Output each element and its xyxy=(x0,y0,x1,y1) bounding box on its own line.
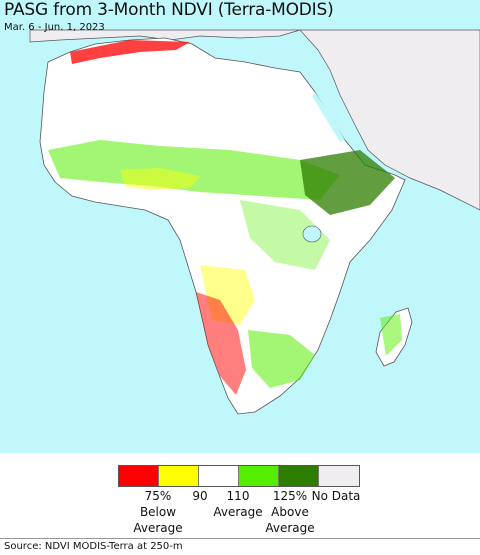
legend-label-no-data: No Data xyxy=(311,489,361,503)
source-note: Source: NDVI MODIS-Terra at 250-m xyxy=(4,541,183,552)
legend-swatch-below-75 xyxy=(119,466,159,486)
map-area xyxy=(0,0,480,453)
legend-label-75: 75% Below Average xyxy=(133,489,183,535)
legend-swatch-90-110 xyxy=(199,466,239,486)
map-title: PASG from 3-Month NDVI (Terra-MODIS) xyxy=(4,0,334,20)
africa-map xyxy=(29,29,480,415)
legend-swatch-no-data xyxy=(319,466,359,486)
legend-swatch-125-plus xyxy=(279,466,319,486)
legend-label-110: 110 Average xyxy=(213,489,263,519)
vegetation-anomaly-patches xyxy=(48,40,402,395)
arabia-landmass xyxy=(299,29,480,211)
footer-divider xyxy=(0,538,480,539)
legend-swatch-110-125 xyxy=(239,466,279,486)
legend-label-125: 125% Above Average xyxy=(265,489,315,535)
legend-color-bar xyxy=(118,465,360,487)
date-range: Mar. 6 - Jun. 1, 2023 xyxy=(4,22,105,33)
legend-label-90: 90 xyxy=(192,489,208,503)
red-sea xyxy=(312,92,345,142)
legend-swatch-75-90 xyxy=(159,466,199,486)
lake-victoria xyxy=(302,225,322,243)
